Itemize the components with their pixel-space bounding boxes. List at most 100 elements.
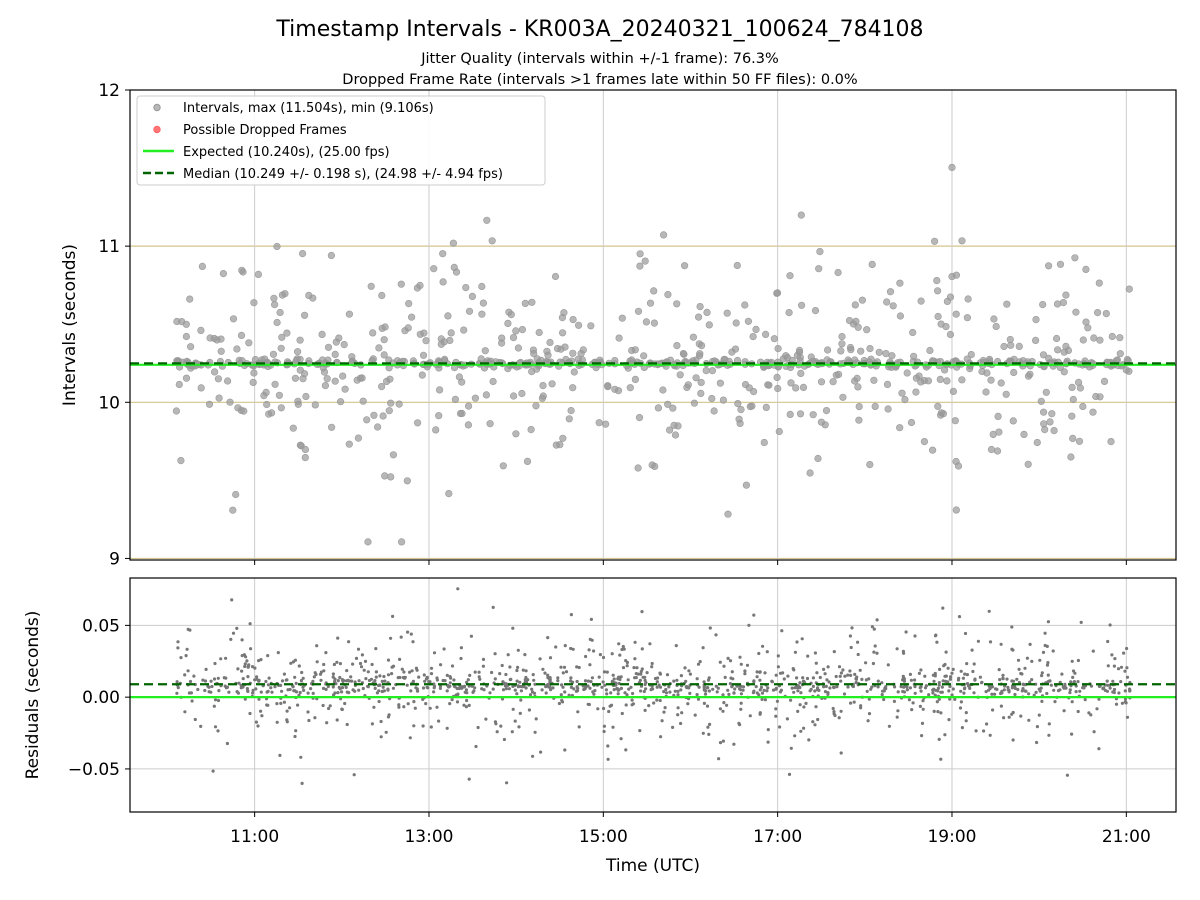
residual-point [1013,692,1017,697]
residual-point [366,670,370,674]
residual-point [515,692,519,696]
residual-point [918,686,922,690]
interval-point [499,462,507,470]
residual-point [559,693,563,697]
residual-point [1046,620,1050,624]
residual-point [617,681,621,686]
residual-point [959,700,964,704]
interval-point [420,329,428,337]
residual-point [988,686,992,691]
residual-point [948,677,953,681]
residual-point [707,689,712,693]
interval-point [640,352,648,360]
residual-point [671,725,675,730]
residual-point [998,678,1002,682]
residual-point [213,661,217,666]
residual-point [315,644,319,648]
interval-point [532,402,540,410]
interval-point [364,538,372,546]
interval-point [642,318,651,326]
interval-point [1060,368,1068,376]
residual-point [435,705,439,709]
interval-point [896,312,905,320]
residual-point [635,666,639,670]
residual-point [620,711,624,716]
residual-point [459,646,463,650]
interval-point [302,392,310,401]
residual-point [543,671,547,675]
residual-point [1013,685,1017,689]
residual-point [739,662,743,666]
residual-point [760,697,764,702]
residual-point [556,676,560,680]
residual-point [294,681,298,686]
residual-point [569,646,573,651]
interval-point [294,397,302,405]
residual-point [721,709,725,713]
residual-point [285,709,289,713]
interval-point [857,347,865,355]
residual-point [887,724,892,728]
residual-point [716,686,720,690]
residual-point [331,672,335,676]
residual-point [601,680,605,684]
interval-point [1071,254,1079,262]
residual-point [188,679,193,684]
interval-point [378,383,386,391]
residual-point [377,699,381,704]
residual-point [237,681,241,685]
residual-point [672,679,676,683]
residual-point [216,729,220,733]
interval-point [963,355,971,363]
residual-point [609,691,613,695]
residual-point [864,661,868,665]
residual-point [933,693,937,697]
residual-point [696,697,701,701]
residual-point [527,708,532,712]
residual-point [679,674,684,678]
residual-point [1021,687,1025,691]
interval-point [471,394,480,402]
residual-point [884,685,888,689]
residual-point [931,691,935,695]
residual-point [774,686,779,691]
residual-point [612,677,616,681]
residual-point [1122,651,1126,655]
residual-point [239,686,243,690]
residual-point [448,702,452,706]
interval-point [948,273,956,281]
residual-point [335,660,339,664]
residual-point [318,672,323,676]
residual-point [960,726,965,730]
interval-point [1020,430,1028,439]
residual-point [397,705,401,709]
residual-point [563,644,567,648]
interval-point [569,384,577,392]
interval-point [695,352,704,360]
residual-point [988,640,993,644]
residual-point [778,690,783,694]
interval-point [978,367,986,376]
residual-point [279,701,283,706]
residual-point [752,613,756,617]
residual-point [702,680,706,684]
residual-point [379,719,383,724]
residual-point [943,674,947,678]
residual-point [611,673,615,677]
residual-point [676,689,680,694]
residual-point [225,741,229,746]
interval-point [268,409,276,417]
residual-point [541,667,545,671]
residual-point [408,736,412,740]
interval-point [324,343,333,351]
interval-point [528,298,536,306]
interval-point [732,319,740,327]
residual-point [357,688,361,692]
residual-point [519,698,523,702]
interval-point [182,374,191,382]
residual-point [370,722,374,726]
residual-point [175,691,179,695]
residual-point [680,711,684,715]
residual-point [968,686,972,691]
interval-point [907,418,916,427]
